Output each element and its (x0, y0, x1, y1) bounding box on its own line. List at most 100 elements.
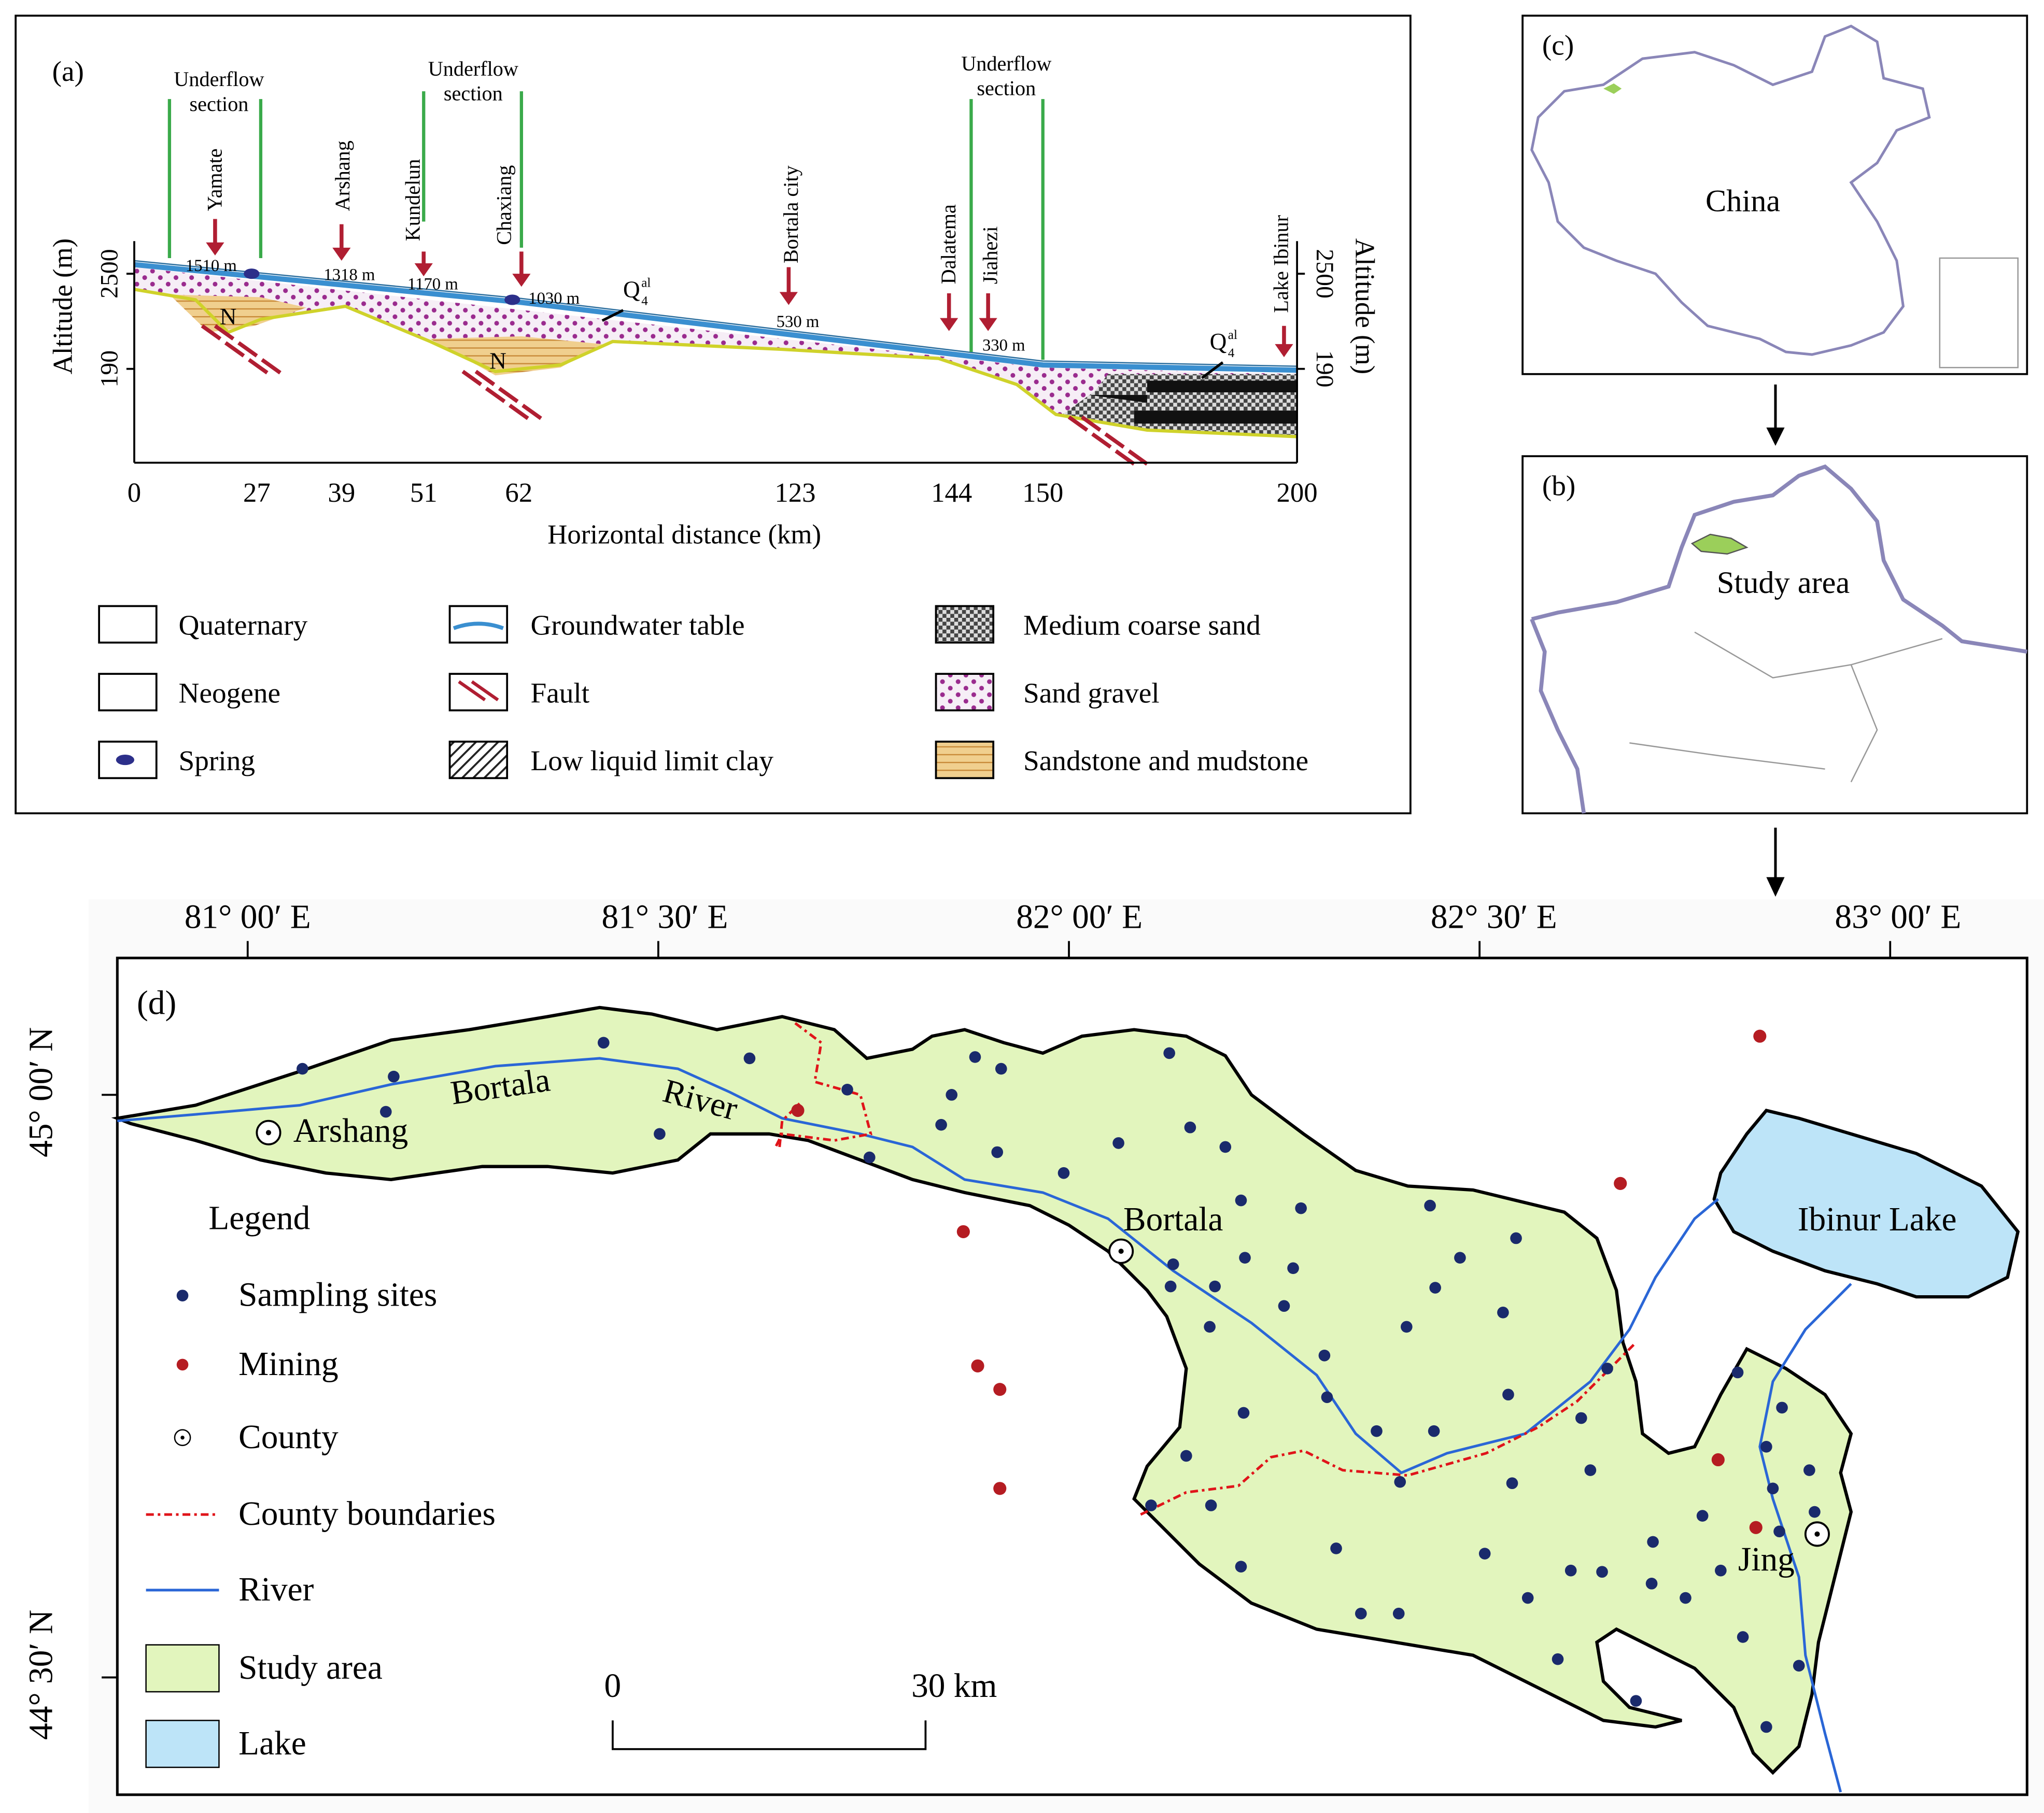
legend-symbols (98, 605, 995, 780)
legend-label: County boundaries (238, 1495, 496, 1533)
sampling-site (1601, 1363, 1613, 1375)
q-symbol: Q (1210, 329, 1227, 355)
neogene-label: N (220, 304, 237, 330)
legend-water (453, 621, 504, 630)
q-sub: 4 (641, 294, 648, 308)
arrow-head (940, 318, 958, 331)
river (117, 1057, 1719, 1475)
mining-site (791, 1103, 805, 1117)
place-label: Bortala city (779, 165, 802, 263)
sand-gravel (134, 267, 1298, 437)
panel-d: 81° 00′ E 81° 30′ E 82° 00′ E 82° 30′ E 83° … (23, 898, 2044, 1813)
sampling-site (1510, 1232, 1522, 1244)
y-axis-label: Altitude (m) (48, 238, 78, 374)
y-axis-label: Altitude (m) (1349, 238, 1379, 374)
panel-label: (a) (52, 55, 84, 87)
sampling-site (1167, 1258, 1179, 1270)
place-label: Jiahezi (979, 226, 1002, 285)
legend-label: Study area (238, 1649, 383, 1687)
sampling-site (1318, 1349, 1331, 1362)
legend-label: Sampling sites (238, 1277, 437, 1314)
legend-label: Quaternary (179, 610, 308, 641)
sampling-site (1219, 1141, 1232, 1153)
sampling-site (1478, 1548, 1491, 1560)
place-label: Dalatema (937, 204, 960, 284)
panel-label: (d) (137, 984, 176, 1022)
legend-title: Legend (208, 1199, 310, 1237)
groundwater-table (134, 262, 1298, 373)
sampling-site (597, 1037, 610, 1049)
mining-site (971, 1359, 984, 1372)
place-label: Arshang (293, 1112, 408, 1150)
sampling-site (1680, 1592, 1691, 1604)
china-outline (1530, 24, 1931, 356)
mining-site (1749, 1521, 1763, 1534)
legend-label: Lake (238, 1725, 306, 1762)
mining-site (993, 1482, 1007, 1495)
elevation-label: 1030 m (528, 289, 580, 308)
panel-b: (b) Study area (1521, 455, 2028, 897)
longitude-label: 81° 30′ E (602, 898, 728, 936)
y-tick-label: 190 (1311, 350, 1338, 388)
sampling-site (1235, 1561, 1247, 1573)
river (1758, 1283, 1852, 1793)
sampling-site (863, 1151, 876, 1164)
sampling-site (969, 1051, 981, 1063)
fault (485, 387, 506, 403)
legend-label: Spring (179, 745, 256, 776)
sampling-site (1321, 1391, 1333, 1404)
sampling-site (1715, 1564, 1727, 1577)
place-label: Arshang (331, 140, 354, 211)
section-label: Underflow (174, 67, 264, 91)
scale-bar (612, 1720, 927, 1750)
sampling-site (1112, 1137, 1124, 1149)
sampling-site (1793, 1660, 1805, 1672)
fault (237, 341, 258, 358)
inner-borders (1629, 631, 1943, 783)
sampling-site (1428, 1425, 1440, 1437)
sampling-site (1647, 1536, 1659, 1548)
right-layers (1062, 374, 1298, 437)
sampling-site (841, 1083, 853, 1096)
legend-label: Groundwater table (530, 610, 744, 641)
x-tick-label: 39 (328, 478, 355, 508)
place-label: Bortala (1123, 1201, 1223, 1238)
sampling-site (1204, 1321, 1216, 1333)
sampling-site (991, 1146, 1004, 1158)
panel-a: (a) UnderflowsectionUnderflowsectionUnde… (15, 15, 1412, 815)
fault (1080, 415, 1102, 432)
x-tick-label: 51 (410, 478, 438, 508)
sampling-site (1502, 1389, 1514, 1401)
sampling-site (1371, 1425, 1383, 1437)
x-axis-label: Horizontal distance (km) (547, 520, 821, 550)
x-tick-label: 150 (1022, 478, 1063, 508)
longitude-label: 82° 00′ E (1016, 898, 1143, 936)
place-label: Yamate (203, 148, 226, 211)
study-area-marker (1603, 83, 1622, 94)
place-label: Lake Ibinur (1269, 215, 1292, 313)
legend-fault (458, 680, 499, 702)
elevation-label: 530 m (777, 313, 820, 331)
fault (461, 370, 483, 386)
sampling-site (1809, 1506, 1821, 1518)
leader (601, 309, 624, 322)
sampling-site (1209, 1280, 1221, 1293)
graticule-ticks (102, 941, 1892, 1679)
sampling-site (1521, 1592, 1534, 1604)
legend-label: Sandstone and mudstone (1023, 745, 1308, 776)
fault (1067, 415, 1089, 432)
sampling-site (1394, 1476, 1406, 1488)
longitude-label: 83° 00′ E (1835, 898, 1961, 936)
arrow-head (512, 274, 531, 287)
y-tick-label: 2500 (95, 249, 123, 299)
sampling-site (1145, 1499, 1157, 1511)
elevation-label: 1510 m (186, 257, 237, 275)
sampling-site (1497, 1307, 1509, 1319)
sampling-site (1355, 1607, 1367, 1620)
arrow-head (1275, 344, 1293, 358)
x-tick-label: 123 (774, 478, 815, 508)
arrows (206, 219, 1293, 358)
section-lines (167, 91, 1045, 360)
neogene-label: N (489, 348, 506, 374)
